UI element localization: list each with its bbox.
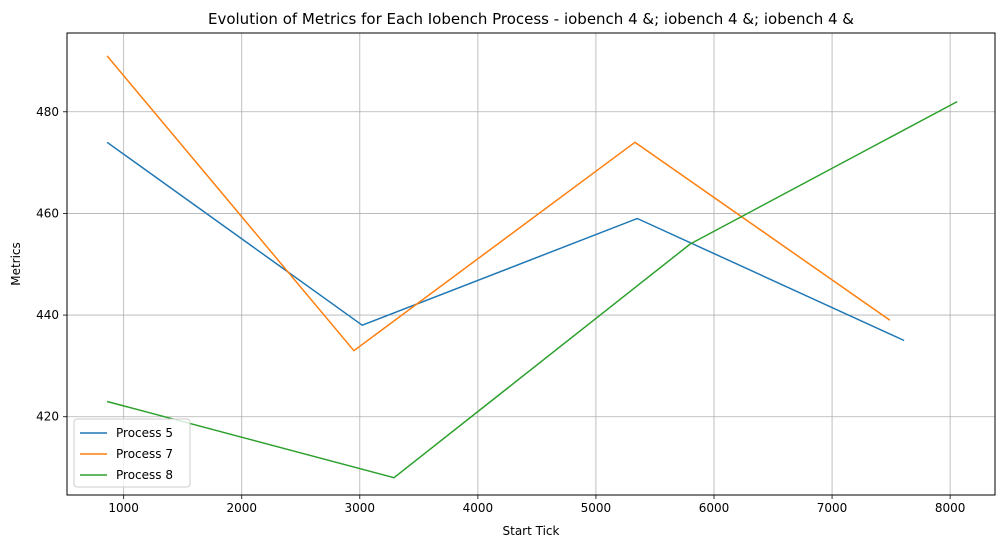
y-tick-label: 420: [36, 410, 59, 424]
x-axis-label: Start Tick: [503, 524, 560, 538]
y-tick-label: 480: [36, 105, 59, 119]
series-line-process-7: [106, 55, 891, 352]
y-axis-label: Metrics: [9, 242, 23, 286]
x-tick-label: 1000: [108, 501, 139, 515]
x-tick-label: 6000: [699, 501, 730, 515]
series-line-process-8: [106, 100, 958, 479]
y-tick-label: 440: [36, 308, 59, 322]
x-tick-label: 4000: [463, 501, 494, 515]
legend-label: Process 7: [116, 447, 173, 461]
axis-ticks: 1000 2000 3000 4000 5000 6000 7000 8000 420 440 46…: [36, 105, 965, 515]
legend-label: Process 5: [116, 426, 173, 440]
x-tick-label: 5000: [581, 501, 612, 515]
x-tick-label: 3000: [345, 501, 376, 515]
x-tick-label: 2000: [226, 501, 257, 515]
grid: [67, 33, 995, 495]
chart-title: Evolution of Metrics for Each Iobench Pr…: [208, 10, 854, 28]
legend: Process 5 Process 7 Process 8: [73, 418, 191, 488]
plot-area-frame: [66, 32, 996, 496]
x-tick-label: 7000: [817, 501, 848, 515]
series-lines: [106, 55, 958, 479]
series-line-process-5: [106, 141, 905, 342]
legend-label: Process 8: [116, 468, 173, 482]
legend-box: [73, 418, 191, 488]
y-tick-label: 460: [36, 206, 59, 220]
x-tick-label: 8000: [935, 501, 966, 515]
